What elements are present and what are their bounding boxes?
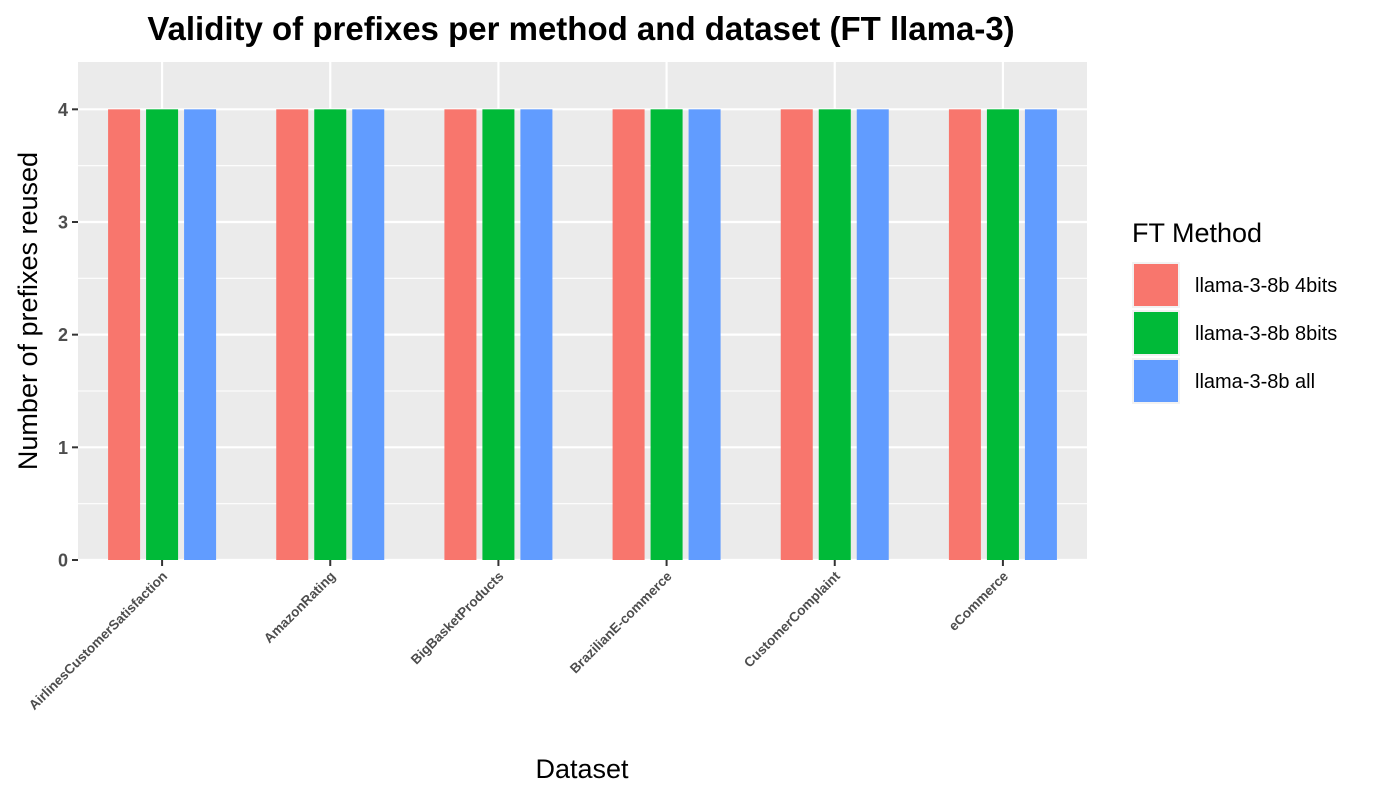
x-tick-label: eCommerce [946, 568, 1012, 634]
x-axis: AirlinesCustomerSatisfaction AmazonRating… [26, 560, 1011, 713]
bar [108, 109, 141, 561]
legend-label: llama-3-8b 4bits [1195, 275, 1337, 297]
bars [108, 109, 1057, 561]
bar [650, 109, 683, 561]
x-tick-label: BrazilianE-commerce [567, 568, 675, 676]
y-tick-label: 3 [58, 212, 68, 232]
bar [520, 109, 553, 561]
legend-label: llama-3-8b all [1195, 371, 1315, 393]
bar [612, 109, 645, 561]
x-tick-label: AirlinesCustomerSatisfaction [26, 569, 170, 713]
bar [184, 109, 217, 561]
plot-panel [78, 62, 1087, 560]
legend-label: llama-3-8b 8bits [1195, 323, 1337, 345]
y-axis: 0 1 2 3 4 [58, 100, 78, 571]
bar [352, 109, 385, 561]
bar [856, 109, 889, 561]
x-axis-title: Dataset [535, 754, 629, 784]
bar [688, 109, 721, 561]
legend-key [1134, 264, 1178, 306]
legend-key [1134, 360, 1178, 402]
y-tick-label: 2 [58, 325, 68, 345]
chart-title: Validity of prefixes per method and data… [147, 10, 1014, 47]
x-tick-label: CustomerComplaint [741, 568, 843, 670]
y-tick-label: 1 [58, 438, 68, 458]
bar [314, 109, 347, 561]
bar [818, 109, 851, 561]
bar [780, 109, 813, 561]
bar [146, 109, 179, 561]
legend-title: FT Method [1132, 218, 1262, 248]
bar [986, 109, 1019, 561]
bar [948, 109, 981, 561]
bar [482, 109, 515, 561]
x-tick-label: AmazonRating [261, 569, 338, 646]
x-tick-label: BigBasketProducts [408, 569, 507, 668]
bar [276, 109, 309, 561]
y-tick-label: 0 [58, 551, 68, 571]
y-tick-label: 4 [58, 100, 68, 120]
bar [444, 109, 477, 561]
legend-key [1134, 312, 1178, 354]
legend: FT Method llama-3-8b 4bits llama-3-8b 8bi… [1132, 218, 1337, 404]
bar [1024, 109, 1057, 561]
y-axis-title: Number of prefixes reused [13, 152, 43, 470]
minor-gridlines [78, 165, 1087, 505]
